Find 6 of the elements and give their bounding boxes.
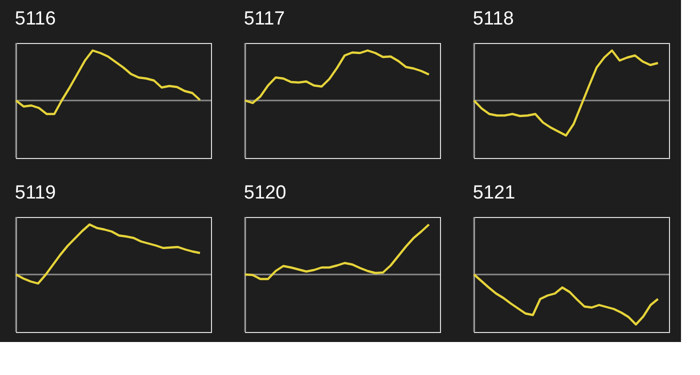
- chart-title: 5119: [14, 182, 56, 204]
- chart-title: 5117: [244, 8, 285, 30]
- chart-title: 5118: [472, 8, 514, 30]
- chart-title: 5116: [14, 8, 56, 30]
- chart-title: 5121: [472, 182, 516, 204]
- chart-title: 5120: [244, 182, 286, 204]
